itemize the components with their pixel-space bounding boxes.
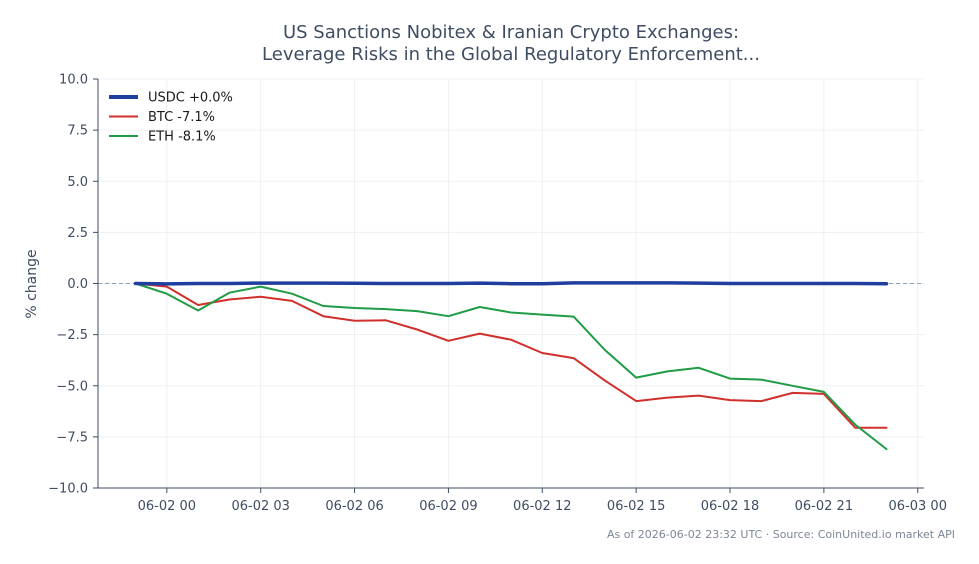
y-tick-label-0: 10.0 (59, 73, 88, 88)
series-line-usdc (133, 281, 889, 286)
y-tick-label-6: −5.0 (56, 379, 88, 394)
series-lines (133, 281, 889, 451)
y-axis-ticks: 10.0 7.5 5.0 2.5 0.0 −2.5 −5.0 −7.5 −10.0 (48, 73, 98, 497)
series-line-eth (134, 282, 888, 451)
x-tick-label-0: 06-02 00 (138, 499, 196, 514)
legend-label-eth: ETH -8.1% (148, 130, 216, 145)
source-footer: As of 2026-06-02 23:32 UTC · Source: Coi… (607, 528, 955, 541)
chart-title-line-1: US Sanctions Nobitex & Iranian Crypto Ex… (283, 22, 739, 43)
x-tick-label-5: 06-02 15 (607, 499, 665, 514)
x-tick-label-4: 06-02 12 (513, 499, 571, 514)
y-tick-label-2: 5.0 (67, 175, 88, 190)
legend-label-btc: BTC -7.1% (148, 110, 215, 125)
legend-label-usdc: USDC +0.0% (148, 91, 233, 106)
x-tick-label-6: 06-02 18 (701, 499, 759, 514)
y-axis-label: % change (24, 249, 40, 318)
y-tick-label-3: 2.5 (67, 226, 88, 241)
x-tick-label-8: 06-03 00 (889, 499, 947, 514)
x-tick-label-2: 06-02 06 (325, 499, 383, 514)
chart-title-line-2: Leverage Risks in the Global Regulatory … (262, 44, 760, 65)
y-tick-label-1: 7.5 (67, 124, 88, 139)
y-tick-label-4: 0.0 (67, 277, 88, 292)
x-tick-label-7: 06-02 21 (795, 499, 853, 514)
x-tick-label-1: 06-02 03 (231, 499, 289, 514)
x-axis-ticks: 06-02 00 06-02 03 06-02 06 06-02 09 06-02 12… (138, 488, 947, 514)
y-tick-label-8: −10.0 (48, 482, 88, 497)
legend: USDC +0.0% BTC -7.1% ETH -8.1% (109, 91, 233, 145)
y-tick-label-5: −2.5 (56, 328, 88, 343)
series-line-btc (134, 282, 888, 429)
y-tick-label-7: −7.5 (56, 430, 88, 445)
x-tick-label-3: 06-02 09 (419, 499, 477, 514)
